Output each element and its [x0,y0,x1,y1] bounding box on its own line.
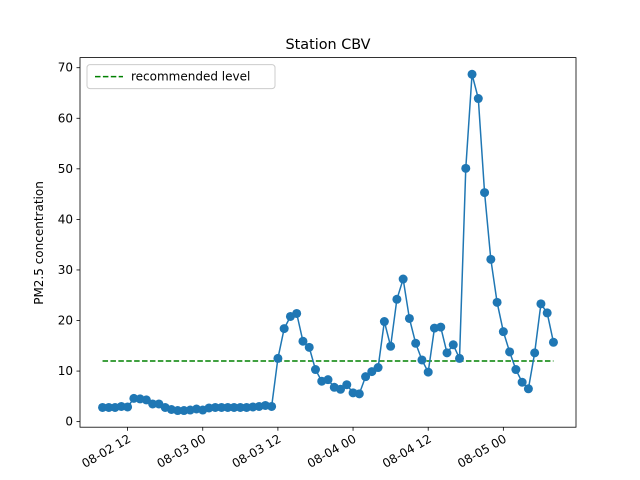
data-point [104,402,114,412]
x-tick-label: 08-03 00 [155,432,209,471]
data-point [336,384,346,394]
data-point [517,377,527,387]
data-point [417,355,427,365]
y-axis-label: PM2.5 concentration [32,181,46,305]
data-point [492,297,502,307]
data-point [235,402,245,412]
data-point [148,399,158,409]
data-point [123,402,133,412]
y-tick-label: 50 [58,162,73,176]
data-point [398,274,408,284]
data-point [298,336,308,346]
data-point [304,342,314,352]
legend: recommended level [86,64,276,90]
chart-title: Station CBV [285,37,370,53]
data-point [342,380,352,390]
data-point [361,372,371,382]
data-point [498,327,508,337]
data-point [310,365,320,375]
legend-label: recommended level [131,70,250,84]
data-point [98,402,108,412]
data-point [273,353,283,363]
x-tick-label: 08-04 12 [380,432,434,471]
data-point [480,188,490,198]
data-point [323,375,333,385]
data-point [404,313,414,323]
data-point [411,338,421,348]
data-point [279,324,289,334]
data-point [548,337,558,347]
data-line [102,74,555,412]
x-tick-label: 08-05 00 [455,432,509,471]
y-tick-label: 0 [65,415,73,429]
data-point [217,402,227,412]
data-point [436,322,446,332]
data-point [523,384,533,394]
legend-box [86,64,276,90]
data-point [455,353,465,363]
data-point [461,163,471,173]
data-point [448,340,458,350]
data-point [373,363,383,373]
data-point [392,294,402,304]
y-tick-label: 40 [58,212,73,226]
data-point [267,401,277,411]
x-tick-label: 08-02 12 [79,432,133,471]
y-tick-label: 20 [58,314,73,328]
data-point [173,406,183,416]
data-point [210,402,220,412]
data-point [354,389,364,399]
y-tick-label: 60 [58,111,73,125]
x-tick-label: 08-04 00 [305,432,359,471]
data-point [536,299,546,309]
data-point [505,347,515,357]
data-point [379,317,389,327]
y-tick-label: 70 [58,61,73,75]
x-tick-label: 08-03 12 [230,432,284,471]
data-point [423,367,433,377]
data-point [530,348,540,358]
data-point [442,348,452,358]
y-tick-label: 10 [58,364,73,378]
data-point [473,94,483,104]
data-point [542,308,552,318]
data-point [386,341,396,351]
data-point [223,402,233,412]
plot-frame [79,57,577,428]
data-point [467,69,477,79]
data-point [486,254,496,264]
y-tick-label: 30 [58,263,73,277]
data-point [229,402,239,412]
data-point [511,365,521,375]
data-point [292,308,302,318]
